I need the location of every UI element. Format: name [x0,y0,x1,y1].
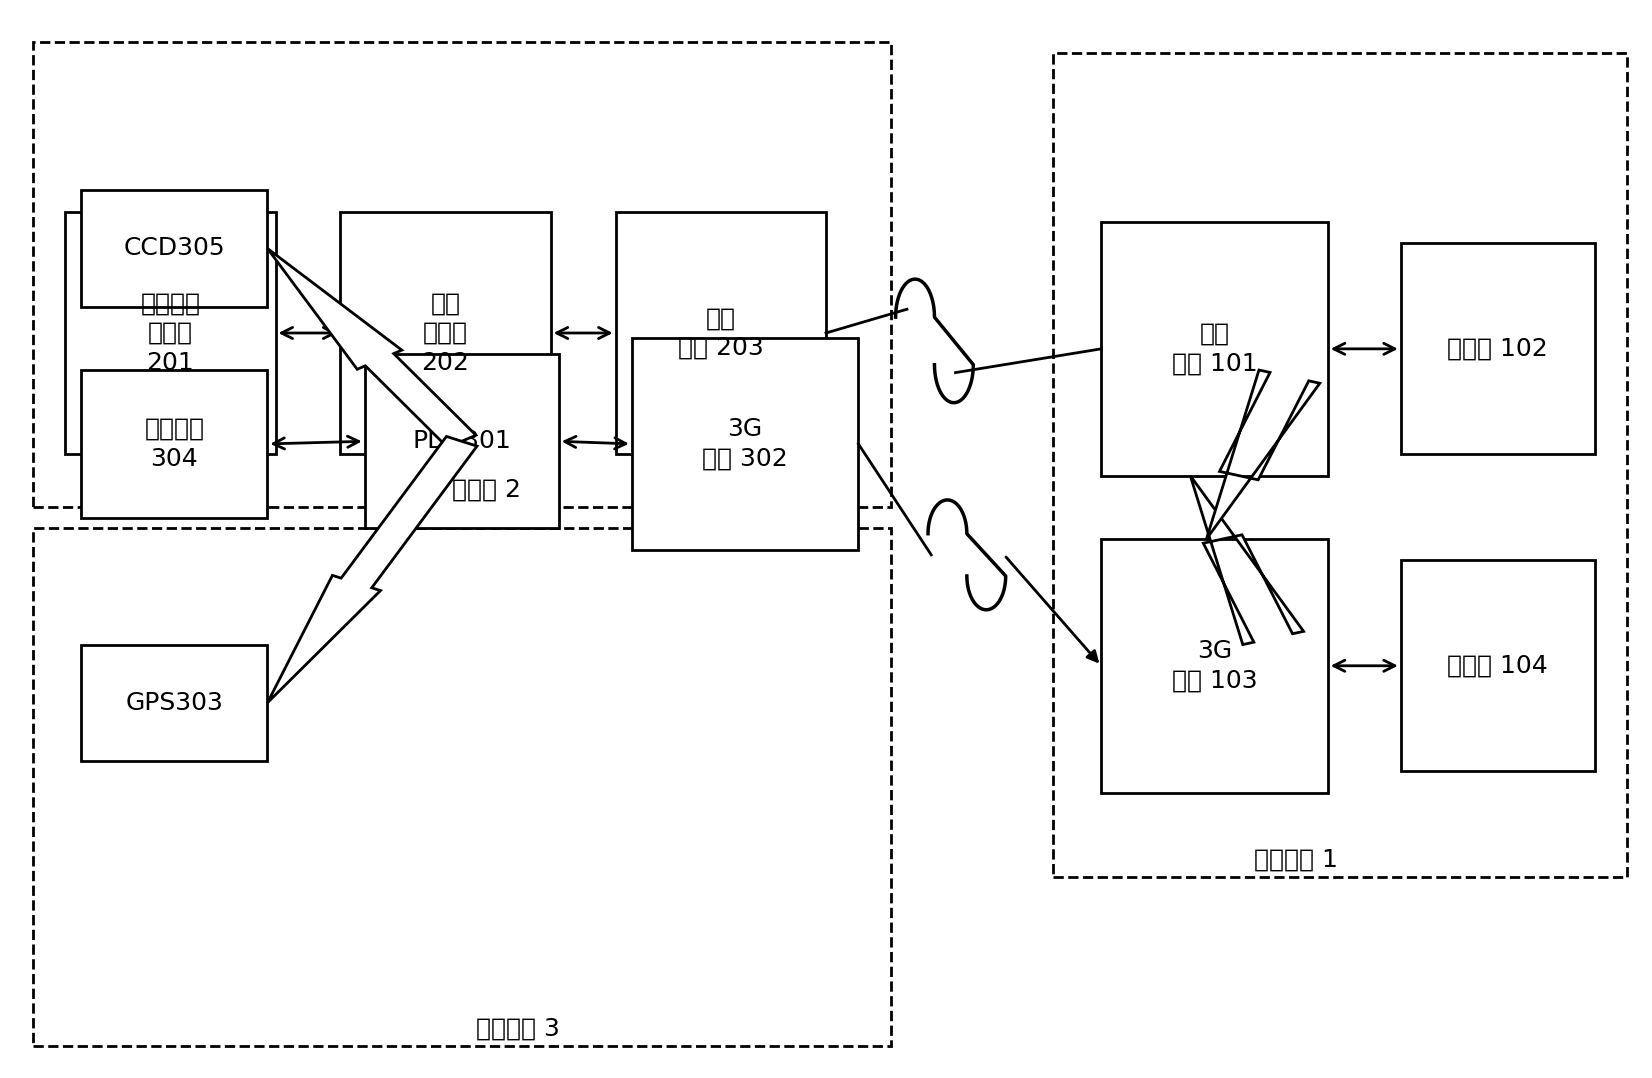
Bar [340,211,550,455]
Polygon shape [268,437,477,703]
Bar [1102,539,1328,792]
Bar [1401,561,1596,772]
Polygon shape [1189,475,1303,645]
Text: PDA301: PDA301 [413,429,510,453]
Text: 手持终端 3: 手持终端 3 [476,1017,560,1041]
Text: 视频
服务器
202: 视频 服务器 202 [421,291,469,375]
Bar [33,42,890,508]
Bar [81,645,268,761]
Bar [1401,244,1596,455]
Bar [81,191,268,306]
Text: 无线
网桥 203: 无线 网桥 203 [677,306,763,360]
Text: 监控中心 1: 监控中心 1 [1254,847,1338,872]
Bar [616,211,826,455]
Bar [33,528,890,1046]
Text: CCD305: CCD305 [124,236,225,261]
Bar [81,370,268,517]
Text: GPS303: GPS303 [126,691,223,715]
Text: 服务器 104: 服务器 104 [1447,653,1548,678]
Polygon shape [268,248,476,447]
Bar [365,354,558,528]
Polygon shape [1206,370,1320,539]
Text: 无线
网桥 101: 无线 网桥 101 [1171,322,1257,376]
Text: 监测点 2: 监测点 2 [451,478,520,502]
Bar [1102,222,1328,475]
Bar [64,211,276,455]
Text: 3G
模块 302: 3G 模块 302 [702,417,788,471]
Text: 电视墙 102: 电视墙 102 [1447,336,1548,361]
Text: 数字云台
摄像机
201: 数字云台 摄像机 201 [140,291,200,375]
Text: 语音设备
304: 语音设备 304 [144,417,205,471]
Text: 3G
模块 103: 3G 模块 103 [1171,639,1257,693]
Bar [631,338,859,550]
Bar [1052,53,1627,877]
